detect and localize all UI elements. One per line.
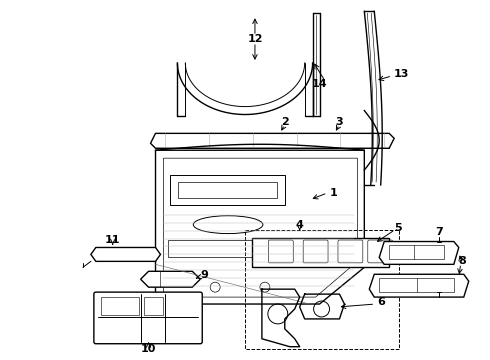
Text: 7: 7 [435,226,443,237]
FancyBboxPatch shape [94,292,202,344]
Polygon shape [252,238,389,267]
Bar [379,278,454,292]
Bar [101,297,139,315]
Text: 9: 9 [200,270,208,280]
Polygon shape [369,274,469,297]
Text: 8: 8 [459,256,466,266]
Polygon shape [150,133,394,148]
Text: 10: 10 [141,344,156,354]
Polygon shape [379,242,459,264]
Polygon shape [155,150,365,304]
Polygon shape [91,247,161,261]
Text: 6: 6 [377,297,385,307]
Bar [389,246,444,260]
Bar [144,297,164,315]
Text: 3: 3 [336,117,343,127]
Text: 4: 4 [296,220,304,230]
Text: 2: 2 [281,117,289,127]
Text: 12: 12 [247,34,263,44]
Polygon shape [141,271,200,287]
Text: 5: 5 [394,222,402,233]
Text: 13: 13 [394,69,410,79]
Bar [245,230,399,349]
Text: 11: 11 [105,234,121,244]
Text: 14: 14 [312,79,327,89]
Text: 1: 1 [329,188,337,198]
